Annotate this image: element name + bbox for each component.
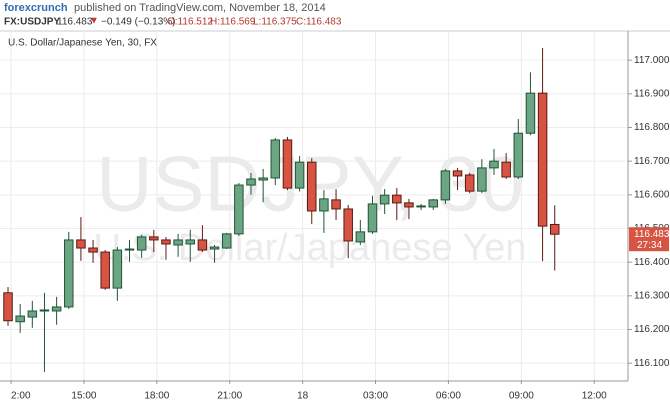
candle-body — [124, 248, 135, 251]
y-tick-label: 116.700 — [634, 156, 670, 167]
last-price-tag — [629, 227, 669, 252]
y-tick-label: 116.600 — [634, 189, 670, 200]
candle-body — [416, 205, 426, 208]
y-tick-label: 117.000 — [634, 55, 670, 66]
candle-body — [76, 239, 86, 249]
candle-body — [100, 251, 110, 289]
candle-body — [452, 170, 463, 177]
candle-body — [270, 139, 281, 179]
x-tick-label: 2:00 — [11, 391, 31, 402]
x-tick-label: 15:00 — [71, 391, 96, 402]
candle-body — [258, 177, 268, 181]
candle-body — [39, 309, 50, 312]
candle-body — [501, 161, 511, 178]
candle-body — [173, 239, 183, 246]
candle-body — [440, 170, 451, 201]
symbol: FX:USDJPY — [4, 17, 60, 28]
candle-body — [307, 161, 317, 212]
published-note: published on TradingView.com, November 1… — [74, 2, 326, 14]
y-tick-label: 116.800 — [634, 122, 670, 133]
y-tick-label: 116.900 — [634, 88, 670, 99]
candle-body — [149, 236, 159, 241]
y-tick-label: 116.400 — [634, 257, 670, 268]
candle-body — [112, 249, 123, 289]
candle-body — [221, 233, 232, 249]
down-arrow: ▼ — [89, 16, 99, 27]
candle-body — [27, 310, 38, 318]
candle-body — [464, 174, 475, 192]
candle-body — [379, 194, 390, 205]
publisher: forexcrunch — [4, 2, 68, 14]
candle-body — [15, 315, 25, 323]
x-tick-label: 18:00 — [144, 391, 169, 402]
x-tick-label: 18 — [297, 391, 309, 402]
candle-body — [185, 239, 196, 245]
ohlc-high: H:116.569 — [210, 17, 256, 28]
candle-body — [331, 199, 341, 210]
countdown: 27:34 — [637, 240, 662, 251]
candle-body — [525, 92, 536, 134]
candle-body — [392, 194, 402, 204]
candle-body — [367, 203, 378, 233]
change: −0.149 (−0.13%) — [101, 17, 176, 28]
y-tick-label: 116.300 — [634, 290, 670, 301]
y-tick-label: 116.200 — [634, 324, 670, 335]
candle-body — [88, 247, 98, 253]
x-tick-label: 03:00 — [363, 391, 388, 402]
candle-body — [513, 132, 524, 178]
candle-body — [161, 239, 171, 245]
watermark-sub: U.S. Dollar/Japanese Yen — [93, 227, 526, 269]
ohlc-close: C:116.483 — [296, 17, 342, 28]
candle-body — [282, 139, 293, 189]
candle-body — [549, 223, 560, 235]
last-price-label: 116.483 — [634, 229, 670, 240]
candle-body — [477, 167, 487, 192]
candle-body — [197, 239, 208, 251]
chart-title: U.S. Dollar/Japanese Yen, 30, FX — [8, 38, 157, 49]
candle-body — [51, 306, 62, 312]
candle-body — [3, 292, 13, 322]
candle-body — [404, 202, 414, 208]
candle-body — [209, 246, 220, 250]
candle-body — [428, 199, 438, 208]
candle-body — [64, 239, 74, 308]
ohlc-low: L:116.375 — [253, 17, 297, 28]
x-tick-label: 21:00 — [217, 391, 242, 402]
x-tick-label: 06:00 — [436, 391, 461, 402]
candle-body — [234, 184, 244, 235]
candle-body — [537, 92, 548, 227]
x-tick-label: 12:00 — [582, 391, 607, 402]
candle-body — [294, 161, 305, 189]
candle-body — [343, 208, 353, 242]
candle-body — [355, 231, 366, 243]
candle-body — [319, 198, 329, 212]
x-tick-label: 09:00 — [509, 391, 534, 402]
candle-body — [489, 160, 499, 169]
candle-body — [246, 178, 256, 186]
ohlc-open: O:116.512 — [167, 17, 213, 28]
y-tick-label: 116.100 — [634, 358, 670, 369]
candle-body — [136, 236, 147, 251]
last-value: 116.483 — [57, 17, 93, 28]
